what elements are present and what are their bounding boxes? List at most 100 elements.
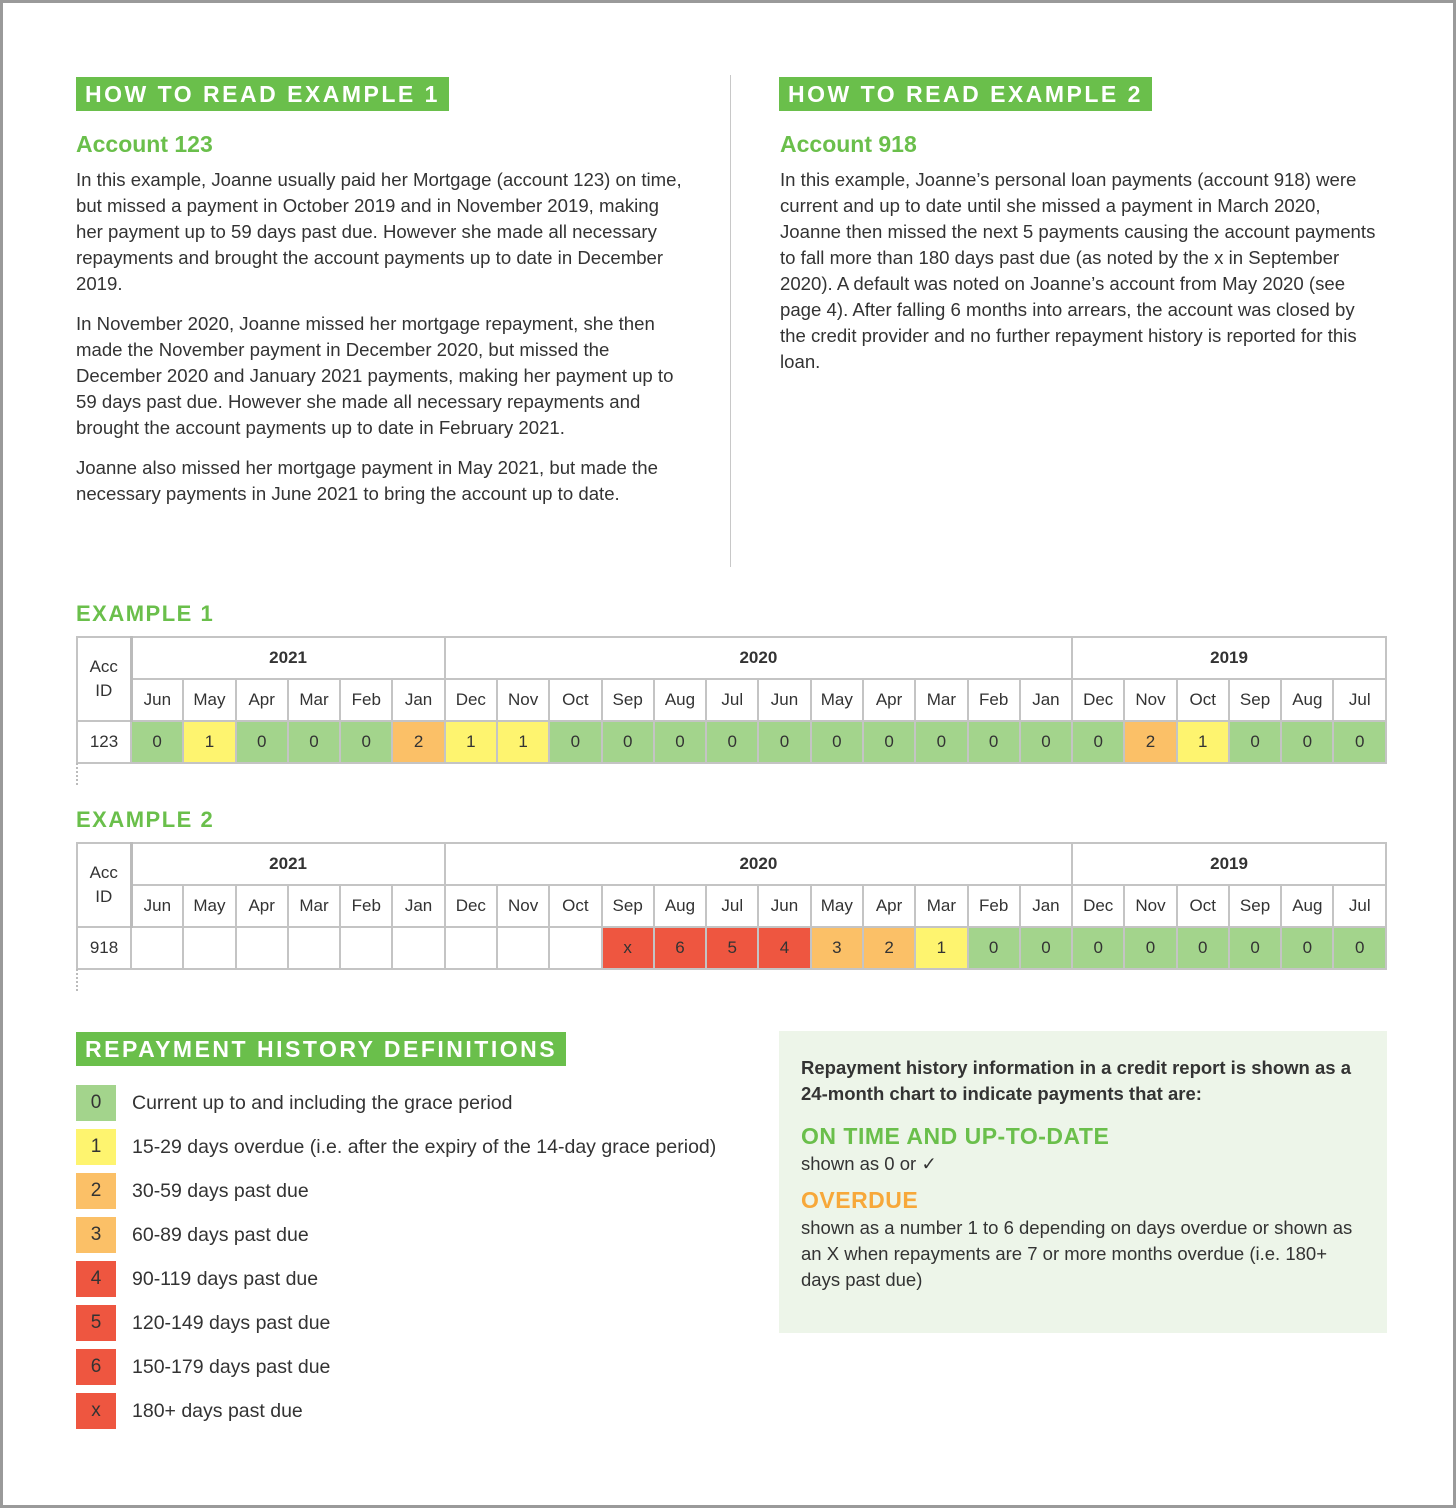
month-header: Aug: [1280, 678, 1335, 722]
status-cell: 0: [652, 720, 708, 764]
definition-text: 180+ days past due: [132, 1399, 303, 1422]
status-cell: 0: [286, 720, 342, 764]
acc-id-header: Acc ID: [76, 842, 133, 928]
status-cell: [129, 926, 185, 970]
table1-label: EXAMPLE 1: [76, 601, 215, 626]
month-header: Dec: [1071, 678, 1126, 722]
status-cell: 1: [443, 720, 498, 764]
status-cell: 1: [914, 926, 969, 970]
definition-item: 5 120-149 days past due: [76, 1305, 330, 1341]
definitions-heading: REPAYMENT HISTORY DEFINITIONS: [76, 1032, 567, 1066]
status-cell: [339, 926, 394, 970]
column-divider: [730, 75, 731, 567]
month-header: Aug: [1280, 884, 1335, 928]
year-header: 2021: [130, 842, 446, 886]
status-cell: 3: [809, 926, 864, 970]
definition-item: 0 Current up to and including the grace p…: [76, 1085, 513, 1121]
acc-header-line: Acc: [89, 863, 118, 882]
example1-paragraph: Joanne also missed her mortgage payment …: [76, 457, 658, 504]
month-header: Apr: [234, 884, 289, 928]
month-header: Sep: [600, 884, 655, 928]
info-box: Repayment history information in a credi…: [779, 1031, 1387, 1333]
table-row: 918 x 6 5 4 3 2 1 0 0 0 0 0 0 0 0: [76, 926, 1387, 970]
definition-item: 2 30-59 days past due: [76, 1173, 309, 1209]
status-cell: 1: [1175, 720, 1230, 764]
status-code-swatch: 5: [76, 1305, 116, 1341]
definition-text: Current up to and including the grace pe…: [132, 1091, 513, 1114]
month-header: Jun: [129, 678, 185, 722]
status-cell: 0: [1227, 926, 1283, 970]
year-header: 2019: [1071, 636, 1387, 680]
month-header: May: [182, 884, 237, 928]
month-header: Feb: [966, 678, 1021, 722]
status-cell: [548, 926, 603, 970]
status-cell: [391, 926, 446, 970]
account-id-cell: 918: [76, 926, 132, 970]
repayment-table-example1: Acc ID 2021 2020 2019 Jun May Apr Mar Feb Jan Dec No…: [76, 636, 1387, 764]
month-header: Jun: [129, 884, 185, 928]
status-cell: [286, 926, 342, 970]
status-cell: 0: [1018, 720, 1074, 764]
definition-text: 120-149 days past due: [132, 1311, 331, 1334]
status-code-swatch: 3: [76, 1217, 116, 1253]
year-header: 2020: [443, 636, 1074, 680]
month-header: Sep: [600, 678, 655, 722]
definition-item: 3 60-89 days past due: [76, 1217, 309, 1253]
status-cell: 0: [914, 720, 969, 764]
example1-text: In this example, Joanne usually paid her…: [76, 167, 688, 521]
status-cell: 2: [1123, 720, 1178, 764]
status-cell: 1: [182, 720, 237, 764]
status-cell: 0: [548, 720, 603, 764]
status-cell: 0: [1123, 926, 1178, 970]
example2-account: Account 918: [780, 131, 917, 157]
month-header-row: Jun May Apr Mar Feb Jan Dec Nov Oct Sep Aug Jul Jun M…: [77, 678, 1387, 722]
status-code-swatch: 6: [76, 1349, 116, 1385]
month-header: Dec: [443, 678, 498, 722]
year-header-row: Acc ID 2021 2020 2019: [76, 842, 1387, 928]
status-cell: 0: [234, 720, 289, 764]
example2-text: In this example, Joanne’s personal loan …: [780, 167, 1380, 389]
year-header: 2021: [130, 636, 446, 680]
status-cell: 6: [652, 926, 708, 970]
status-code-swatch: 1: [76, 1129, 116, 1165]
status-cell: 0: [1280, 926, 1335, 970]
month-header: Aug: [652, 884, 708, 928]
account-id-cell: 123: [76, 720, 132, 764]
status-cell: 4: [757, 926, 812, 970]
status-cell: 0: [339, 720, 394, 764]
overdue-text: shown as a number 1 to 6 depending on da…: [801, 1217, 1353, 1290]
status-cell: 2: [391, 720, 446, 764]
status-code-swatch: x: [76, 1393, 116, 1429]
month-header: Apr: [861, 678, 917, 722]
status-cell: 2: [861, 926, 917, 970]
status-cell: x: [600, 926, 655, 970]
dotted-guide: [76, 969, 78, 991]
example1-account: Account 123: [76, 131, 213, 157]
month-header: Nov: [1123, 678, 1178, 722]
definition-item: x 180+ days past due: [76, 1393, 303, 1429]
month-header: Dec: [1071, 884, 1126, 928]
month-header: Oct: [1175, 884, 1230, 928]
status-cell: 0: [1018, 926, 1074, 970]
status-cell: 0: [1332, 926, 1387, 970]
month-header: Apr: [234, 678, 289, 722]
dotted-guide: [76, 763, 78, 785]
overdue-heading: OVERDUE: [801, 1187, 919, 1213]
table-row: 123 0 1 0 0 0 2 1 1 0 0 0 0 0 0 0 0 0 0 0 2 1 0 0 0: [76, 720, 1387, 764]
status-cell: 0: [809, 720, 864, 764]
month-header: Jul: [705, 678, 760, 722]
month-header: Sep: [1227, 678, 1283, 722]
definition-item: 6 150-179 days past due: [76, 1349, 330, 1385]
definition-text: 90-119 days past due: [132, 1267, 319, 1290]
month-header: Jan: [1018, 678, 1074, 722]
acc-header-line: Acc: [89, 657, 118, 676]
status-cell: 0: [966, 926, 1021, 970]
on-time-text: shown as 0 or ✓: [801, 1153, 937, 1174]
status-cell: [234, 926, 289, 970]
example1-paragraph: In this example, Joanne usually paid her…: [76, 169, 682, 294]
status-cell: 1: [495, 720, 551, 764]
definition-item: 1 15-29 days overdue (i.e. after the expi…: [76, 1129, 716, 1165]
month-header: May: [809, 678, 864, 722]
status-code-swatch: 4: [76, 1261, 116, 1297]
month-header: Apr: [861, 884, 917, 928]
